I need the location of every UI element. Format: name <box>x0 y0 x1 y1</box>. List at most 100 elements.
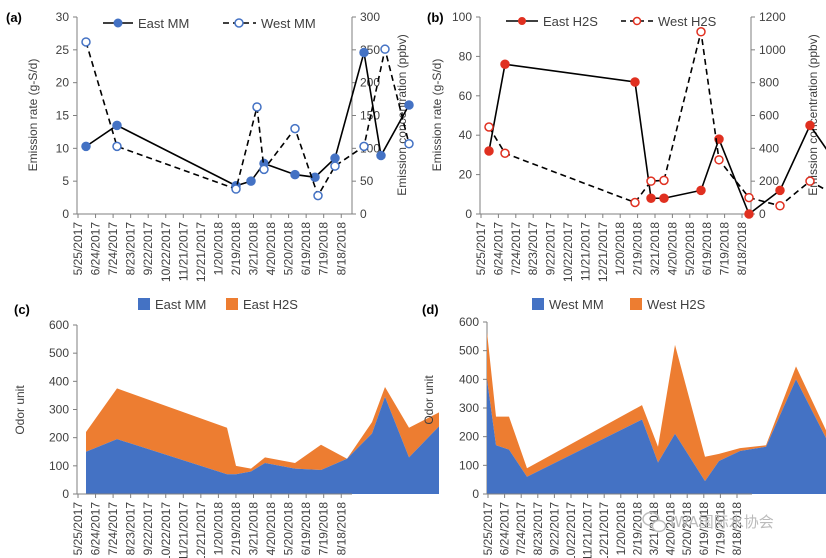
y2-tick-label: 0 <box>759 207 766 221</box>
x-tick-label: 9/22/2017 <box>141 502 155 556</box>
legend-label-area-east-mm: East MM <box>155 297 206 312</box>
data-point-east-mm <box>330 153 340 163</box>
data-point-west-h2s <box>500 148 510 159</box>
x-tick-label: 10/22/2017 <box>159 222 173 282</box>
x-tick-label: 1/20/2018 <box>613 222 627 276</box>
y2-tick-label: 200 <box>360 76 380 90</box>
data-point-west-mm <box>231 184 241 194</box>
y-tick-label: 300 <box>49 403 69 417</box>
x-tick-label: 5/25/2017 <box>481 502 495 556</box>
x-tick-label: 10/22/2017 <box>561 222 575 282</box>
y-tick-label: 15 <box>56 109 70 123</box>
x-tick-label: 11/21/2017 <box>176 502 190 558</box>
data-point-east-mm <box>376 150 386 161</box>
panel-c-ylabel: Odor unit <box>13 385 27 435</box>
x-tick-label: 7/24/2017 <box>509 222 523 276</box>
data-point-east-mm <box>112 120 122 131</box>
legend-label-east-mm: East MM <box>138 16 189 31</box>
y2-tick-label: 0 <box>360 207 367 221</box>
data-point-west-mm <box>290 123 300 134</box>
data-point-west-h2s <box>775 201 785 211</box>
x-tick-label: 9/22/2017 <box>547 502 561 556</box>
x-tick-label: 1/20/2018 <box>211 502 225 556</box>
x-tick-label: 7/19/2018 <box>317 502 331 556</box>
y-tick-label: 20 <box>459 168 473 182</box>
y-tick-label: 80 <box>459 49 473 63</box>
data-point-east-mm <box>359 47 369 58</box>
y2-tick-label: 800 <box>759 76 779 90</box>
legend-swatch-west-mm <box>532 298 544 310</box>
y-tick-label: 200 <box>459 430 479 444</box>
x-tick-label: 8/23/2017 <box>124 502 138 556</box>
y-tick-label: 0 <box>472 487 479 501</box>
x-tick-label: 6/19/2018 <box>299 502 313 556</box>
data-point-west-h2s <box>744 192 754 203</box>
panel-c-legend: East MM East H2S <box>138 297 298 312</box>
data-point-east-h2s <box>659 193 669 203</box>
legend-label-east-h2s: East H2S <box>543 14 598 29</box>
data-point-west-h2s <box>659 175 669 186</box>
x-tick-label: 5/20/2018 <box>282 222 296 276</box>
y-tick-label: 0 <box>62 207 69 221</box>
data-point-west-mm <box>252 102 262 112</box>
x-tick-label: 3/21/2018 <box>648 222 662 276</box>
y-tick-label: 100 <box>459 458 479 472</box>
x-tick-label: 4/20/2018 <box>665 222 679 276</box>
data-point-west-h2s <box>630 197 640 208</box>
x-tick-label: 5/20/2018 <box>683 222 697 276</box>
legend-marker-west-mm <box>234 18 244 28</box>
data-point-west-mm <box>81 37 91 47</box>
y2-tick-label: 400 <box>759 141 779 155</box>
x-tick-label: 7/24/2017 <box>514 502 528 556</box>
watermark: IWA国际水协会 <box>642 511 774 533</box>
y-tick-label: 400 <box>459 372 479 386</box>
x-tick-label: 7/19/2018 <box>718 222 732 276</box>
legend-label-west-mm: West MM <box>261 16 316 31</box>
panel-b-ylabel: Emission rate (g-S/d) <box>430 59 444 172</box>
data-point-east-mm <box>404 100 414 110</box>
legend-swatch-east-h2s <box>226 298 238 310</box>
y-tick-label: 200 <box>49 431 69 445</box>
data-point-west-h2s <box>714 155 724 165</box>
data-point-west-mm <box>330 161 340 171</box>
y-tick-label: 400 <box>49 374 69 388</box>
x-tick-label: 2/19/2018 <box>229 222 243 276</box>
panel-b: (b) East H2S West H2S Emission rate (g-S… <box>427 10 826 282</box>
legend-label-west-h2s: West H2S <box>658 14 717 29</box>
data-point-west-h2s <box>646 176 656 186</box>
x-tick-label: 6/19/2018 <box>700 222 714 276</box>
wechat-icon <box>642 511 667 533</box>
y-tick-label: 100 <box>452 10 472 24</box>
x-tick-label: 8/18/2018 <box>735 222 749 276</box>
panel-d-label: (d) <box>422 302 439 317</box>
x-tick-label: 12/21/2017 <box>194 502 208 558</box>
legend-label-area-west-mm: West MM <box>549 297 604 312</box>
panel-b-label: (b) <box>427 10 444 25</box>
panel-c-label: (c) <box>14 302 30 317</box>
x-tick-label: 6/24/2017 <box>89 222 103 276</box>
x-tick-label: 11/21/2017 <box>176 222 190 281</box>
panel-d-ylabel: Odor unit <box>422 375 436 425</box>
x-tick-label: 2/19/2018 <box>631 222 645 276</box>
panel-a-label: (a) <box>6 10 22 25</box>
x-tick-label: 3/21/2018 <box>247 222 261 276</box>
x-tick-label: 9/22/2017 <box>544 222 558 276</box>
x-tick-label: 10/22/2017 <box>159 502 173 558</box>
y-tick-label: 40 <box>459 128 473 142</box>
y-tick-label: 500 <box>49 346 69 360</box>
x-tick-label: 8/18/2018 <box>730 502 744 556</box>
legend-label-area-west-h2s: West H2S <box>647 297 706 312</box>
y-tick-label: 100 <box>49 459 69 473</box>
x-tick-label: 5/20/2018 <box>282 502 296 556</box>
panel-c: (c) East MM East H2S Odor unit 0 100 200 30… <box>13 297 439 558</box>
legend-label-area-east-h2s: East H2S <box>243 297 298 312</box>
x-tick-label: 6/24/2017 <box>498 502 512 556</box>
data-point-east-h2s <box>500 59 510 70</box>
y2-tick-label: 600 <box>759 109 779 123</box>
x-tick-label: 7/19/2018 <box>317 222 331 276</box>
panel-b-legend: East H2S West H2S <box>506 14 717 29</box>
data-point-west-mm <box>313 190 323 201</box>
x-tick-label: 7/19/2018 <box>713 502 727 556</box>
x-tick-label: 5/25/2017 <box>474 222 488 276</box>
x-tick-label: 12/21/2017 <box>596 222 610 282</box>
